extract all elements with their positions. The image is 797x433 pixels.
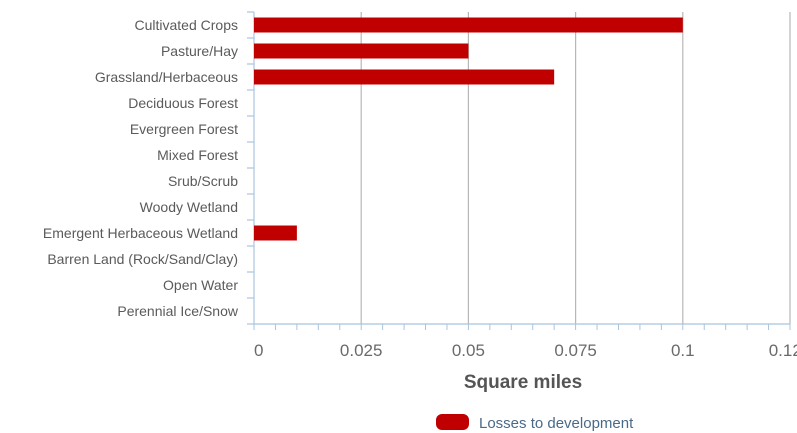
x-tick-label: 0.1 bbox=[671, 341, 695, 360]
bar bbox=[254, 43, 469, 59]
gridlines bbox=[360, 12, 791, 324]
x-tick-label: 0.075 bbox=[554, 341, 597, 360]
bar bbox=[254, 17, 683, 33]
category-label: Cultivated Crops bbox=[135, 17, 239, 33]
category-labels: Cultivated Crops Pasture/Hay Grassland/Her… bbox=[43, 17, 239, 319]
axes bbox=[247, 11, 791, 330]
x-tick-labels: 0 0.025 0.05 0.075 0.1 0.125 bbox=[254, 341, 797, 360]
category-label: Evergreen Forest bbox=[130, 121, 238, 137]
category-label: Srub/Scrub bbox=[168, 173, 238, 189]
category-label: Woody Wetland bbox=[140, 199, 238, 215]
x-tick-label: 0.05 bbox=[452, 341, 485, 360]
category-label: Pasture/Hay bbox=[161, 43, 238, 59]
category-label: Open Water bbox=[163, 277, 238, 293]
bar bbox=[254, 225, 297, 241]
legend-label: Losses to development bbox=[479, 415, 634, 432]
x-tick-label: 0.125 bbox=[769, 341, 797, 360]
x-axis-title: Square miles bbox=[464, 372, 582, 393]
category-label: Emergent Herbaceous Wetland bbox=[43, 225, 238, 241]
category-label: Deciduous Forest bbox=[128, 95, 238, 111]
x-tick-label: 0.025 bbox=[340, 341, 383, 360]
category-label: Grassland/Herbaceous bbox=[95, 69, 238, 85]
category-label: Barren Land (Rock/Sand/Clay) bbox=[47, 251, 238, 267]
category-label: Mixed Forest bbox=[157, 147, 238, 163]
bars bbox=[254, 17, 683, 241]
category-label: Perennial Ice/Snow bbox=[117, 303, 239, 319]
legend-swatch bbox=[436, 414, 469, 430]
x-tick-label: 0 bbox=[254, 341, 263, 360]
bar bbox=[254, 69, 555, 85]
legend: Losses to development bbox=[436, 414, 634, 432]
